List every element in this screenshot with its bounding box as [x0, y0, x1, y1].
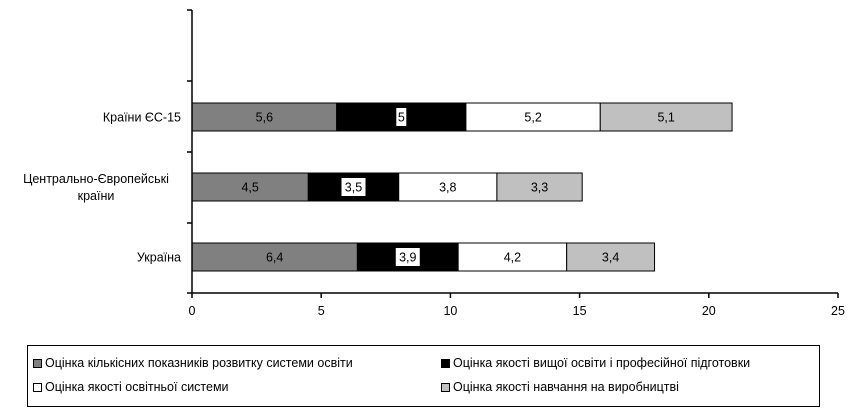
bar-segment: [398, 172, 498, 202]
legend-swatch-white: [33, 382, 42, 392]
data-label: 6,4: [266, 251, 283, 265]
x-tick-label: 20: [702, 304, 716, 318]
stacked-bar-chart: 5,6 5 5,2 5,1 4,5 3,5 3,8 3,3 6,4 3,9 4,2 3,4 0 5 10 1…: [23, 9, 845, 318]
data-label-background: [341, 178, 366, 196]
x-tick-label: 15: [573, 304, 587, 318]
category-label: Країни ЄС-15: [103, 111, 181, 125]
legend-label: Оцінка кількісних показників розвитку си…: [45, 356, 353, 370]
data-label: 3,8: [439, 181, 456, 195]
legend-label: Оцінка якості освітньої системи: [45, 380, 229, 394]
data-label: 5,2: [524, 111, 541, 125]
category-label: Україна: [137, 251, 181, 265]
bar-segment: [356, 242, 459, 272]
data-label: 5,1: [657, 111, 674, 125]
x-tick-label: 25: [831, 304, 845, 318]
bars-layer: 5,6 5 5,2 5,1 4,5 3,5 3,8 3,3 6,4 3,9 4,2 3,4: [191, 102, 733, 272]
data-label-background: [396, 108, 407, 126]
data-label: 4,5: [241, 181, 258, 195]
data-label: 3,9: [399, 251, 416, 265]
data-label: 5: [398, 111, 405, 125]
axes-layer: 0 5 10 15 20 25 Країни ЄС-15 Центрально-Європей…: [23, 9, 845, 318]
data-label: 5,6: [256, 111, 273, 125]
x-tick-label: 10: [443, 304, 457, 318]
bar-segment: [191, 242, 358, 272]
data-label: 4,2: [504, 251, 521, 265]
legend: Оцінка кількісних показників розвитку си…: [27, 345, 820, 407]
bar-segment: [191, 172, 309, 202]
bar-segment: [566, 242, 656, 272]
data-label: 3,5: [345, 181, 362, 195]
data-label: 3,3: [531, 181, 548, 195]
legend-item-higher-education: Оцінка якості вищої освіти і професійної…: [441, 356, 750, 370]
legend-item-workplace-training: Оцінка якості навчання на виробництві: [441, 380, 679, 394]
legend-swatch-lightgray: [441, 382, 450, 392]
data-label-background: [395, 248, 420, 266]
legend-label: Оцінка якості вищої освіти і професійної…: [453, 356, 751, 370]
legend-item-quantitative: Оцінка кількісних показників розвитку си…: [33, 356, 353, 370]
data-label: 3,4: [602, 251, 619, 265]
legend-item-education-system: Оцінка якості освітньої системи: [33, 380, 229, 394]
bar-segment: [599, 102, 733, 132]
legend-swatch-gray: [33, 358, 42, 368]
bar-segment: [191, 102, 338, 132]
category-label: країни: [78, 189, 115, 203]
bar-segment: [496, 172, 583, 202]
legend-label: Оцінка якості навчання на виробництві: [453, 380, 679, 394]
x-tick-label: 0: [189, 304, 196, 318]
legend-swatch-black: [441, 358, 450, 368]
x-tick-label: 5: [318, 304, 325, 318]
category-label: Центрально-Європейські: [23, 172, 169, 186]
